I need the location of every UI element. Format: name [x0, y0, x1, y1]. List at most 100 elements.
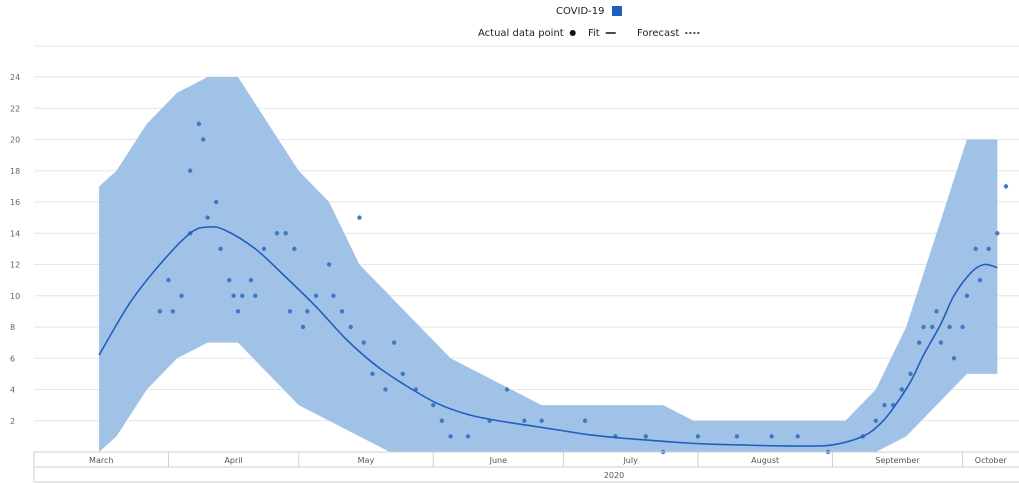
data-point[interactable] — [643, 434, 649, 439]
y-tick-label: 24 — [10, 73, 20, 82]
data-point[interactable] — [960, 324, 965, 330]
data-point[interactable] — [357, 215, 362, 220]
data-point[interactable] — [769, 434, 774, 439]
data-point[interactable] — [1003, 184, 1009, 189]
x-tick-label: May — [358, 456, 375, 465]
y-tick-label: 2 — [10, 417, 15, 426]
data-point[interactable] — [986, 246, 991, 252]
data-point[interactable] — [504, 387, 510, 392]
data-point[interactable] — [283, 231, 288, 236]
data-point[interactable] — [253, 293, 258, 298]
data-point[interactable] — [973, 246, 978, 252]
data-point[interactable] — [938, 340, 944, 345]
data-point[interactable] — [431, 402, 436, 408]
data-point[interactable] — [201, 137, 206, 142]
legend-item-label: Actual data point — [478, 28, 564, 39]
y-tick-label: 16 — [10, 198, 20, 207]
data-point[interactable] — [522, 418, 527, 423]
data-point[interactable] — [795, 434, 800, 439]
data-point[interactable] — [448, 434, 453, 439]
data-point[interactable] — [292, 246, 297, 252]
data-point[interactable] — [348, 324, 353, 330]
data-point[interactable] — [261, 246, 267, 252]
data-point[interactable] — [331, 293, 336, 298]
data-point[interactable] — [465, 434, 471, 439]
data-point[interactable] — [916, 340, 922, 345]
legend-item-solid-line[interactable]: Fit — [588, 28, 616, 39]
data-point[interactable] — [240, 293, 245, 298]
data-point[interactable] — [930, 324, 935, 330]
data-point[interactable] — [539, 418, 544, 423]
data-point[interactable] — [899, 387, 905, 392]
data-point[interactable] — [882, 402, 887, 408]
data-point[interactable] — [218, 246, 223, 252]
data-point[interactable] — [205, 215, 210, 220]
data-point[interactable] — [934, 309, 939, 314]
x-tick-label: September — [875, 456, 920, 465]
legend-series-label: COVID-19 — [556, 6, 605, 17]
data-point[interactable] — [695, 434, 701, 439]
data-point[interactable] — [977, 277, 983, 283]
y-tick-label: 4 — [10, 386, 15, 395]
x-tick-label: April — [224, 456, 242, 465]
data-point[interactable] — [873, 418, 879, 423]
data-point[interactable] — [361, 340, 366, 345]
data-point[interactable] — [439, 418, 445, 423]
data-point[interactable] — [383, 387, 388, 392]
data-point[interactable] — [313, 293, 319, 298]
data-point[interactable] — [305, 309, 310, 314]
legend-item-label: Fit — [588, 28, 600, 39]
data-point[interactable] — [214, 199, 219, 205]
x-tick-label: March — [89, 456, 113, 465]
data-point[interactable] — [235, 309, 241, 314]
data-point[interactable] — [227, 277, 232, 283]
legend-series-swatch[interactable] — [612, 6, 622, 16]
data-point[interactable] — [274, 231, 280, 236]
data-point[interactable] — [400, 371, 406, 377]
y-tick-label: 20 — [10, 136, 20, 145]
x-axis: March April May June July August September Octo… — [33, 451, 1019, 483]
y-tick-label: 6 — [10, 354, 15, 363]
data-point[interactable] — [582, 418, 588, 423]
legend-dot-icon — [569, 30, 576, 36]
x-tick-label: June — [489, 456, 508, 465]
y-tick-label: 8 — [10, 323, 15, 332]
data-point[interactable] — [170, 309, 176, 314]
data-point[interactable] — [326, 262, 332, 267]
forecast-confidence-band — [99, 77, 998, 452]
data-point[interactable] — [179, 293, 184, 298]
data-point[interactable] — [908, 371, 913, 377]
data-point[interactable] — [947, 324, 952, 330]
y-tick-label: 14 — [10, 229, 20, 238]
x-tick-label: August — [751, 456, 779, 465]
data-point[interactable] — [370, 371, 375, 377]
data-point[interactable] — [339, 309, 345, 314]
legend-items: Actual data point Fit Forecast — [478, 28, 702, 39]
data-point[interactable] — [196, 121, 202, 127]
legend-item-dot[interactable]: Actual data point — [478, 28, 576, 39]
legend: COVID-19 Actual data point Fit Forecast — [478, 6, 702, 39]
y-tick-label: 10 — [10, 292, 20, 301]
data-point[interactable] — [166, 277, 171, 283]
y-tick-label: 22 — [10, 104, 20, 113]
data-point[interactable] — [921, 324, 926, 330]
legend-item-dotted-line[interactable]: Forecast — [637, 28, 702, 39]
fit-line — [98, 225, 998, 447]
data-point[interactable] — [964, 293, 970, 298]
data-point[interactable] — [248, 277, 254, 283]
data-point[interactable] — [231, 293, 236, 298]
data-point[interactable] — [951, 356, 957, 361]
data-point[interactable] — [157, 309, 163, 314]
y-tick-label: 18 — [10, 167, 20, 176]
data-point[interactable] — [995, 231, 1000, 236]
data-point[interactable] — [734, 434, 740, 439]
data-point[interactable] — [300, 324, 306, 330]
data-point[interactable] — [188, 168, 193, 173]
y-tick-label: 12 — [10, 261, 20, 270]
month-labels: March April May June July August September Octo… — [89, 452, 1008, 467]
data-point[interactable] — [391, 340, 397, 345]
data-point[interactable] — [287, 309, 293, 314]
legend-item-label: Forecast — [637, 28, 679, 39]
